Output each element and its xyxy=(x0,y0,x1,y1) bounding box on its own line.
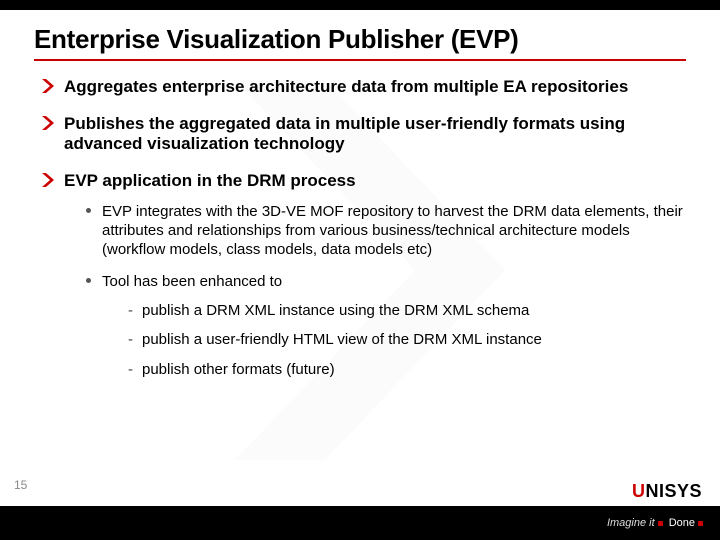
slide-title: Enterprise Visualization Publisher (EVP) xyxy=(34,24,686,61)
top-bar xyxy=(0,0,720,10)
sub-sub-item: - publish other formats (future) xyxy=(128,360,686,380)
dash-icon: - xyxy=(128,330,133,350)
bullet-text: Aggregates enterprise architecture data … xyxy=(64,77,628,96)
sub-sub-text: publish a DRM XML instance using the DRM… xyxy=(142,302,529,319)
chevron-icon xyxy=(42,116,54,130)
bullet-text: Publishes the aggregated data in multipl… xyxy=(64,114,625,154)
sub-sub-list: - publish a DRM XML instance using the D… xyxy=(102,301,686,380)
sub-bullet-text: EVP integrates with the 3D-VE MOF reposi… xyxy=(102,203,683,258)
tagline-left: Imagine it xyxy=(607,517,655,529)
footer-bar: Imagine it Done xyxy=(0,506,720,540)
chevron-icon xyxy=(42,79,54,93)
tagline-right: Done xyxy=(669,517,695,529)
dot-icon xyxy=(86,208,91,213)
bullet-item: Publishes the aggregated data in multipl… xyxy=(42,114,686,155)
chevron-icon xyxy=(42,173,54,187)
bullet-item: EVP application in the DRM process EVP i… xyxy=(42,171,686,379)
main-bullet-list: Aggregates enterprise architecture data … xyxy=(34,77,686,379)
tagline: Imagine it Done xyxy=(607,517,706,529)
dot-icon xyxy=(698,521,703,526)
dash-icon: - xyxy=(128,360,133,380)
bullet-item: Aggregates enterprise architecture data … xyxy=(42,77,686,98)
page-number: 15 xyxy=(14,478,27,492)
sub-sub-item: - publish a DRM XML instance using the D… xyxy=(128,301,686,321)
sub-sub-text: publish other formats (future) xyxy=(142,361,335,378)
sub-sub-text: publish a user-friendly HTML view of the… xyxy=(142,331,542,348)
sub-sub-item: - publish a user-friendly HTML view of t… xyxy=(128,330,686,350)
logo-rest: NISYS xyxy=(645,481,702,501)
unisys-logo: UNISYS xyxy=(632,481,702,502)
dot-icon xyxy=(658,521,663,526)
logo-letter: U xyxy=(632,481,646,501)
sub-bullet-item: EVP integrates with the 3D-VE MOF reposi… xyxy=(86,202,686,260)
sub-bullet-item: Tool has been enhanced to - publish a DR… xyxy=(86,272,686,380)
dash-icon: - xyxy=(128,301,133,321)
sub-bullet-list: EVP integrates with the 3D-VE MOF reposi… xyxy=(64,202,686,379)
slide-content: Enterprise Visualization Publisher (EVP)… xyxy=(0,10,720,379)
bullet-text: EVP application in the DRM process xyxy=(64,171,356,190)
dot-icon xyxy=(86,278,91,283)
sub-bullet-text: Tool has been enhanced to xyxy=(102,273,282,290)
